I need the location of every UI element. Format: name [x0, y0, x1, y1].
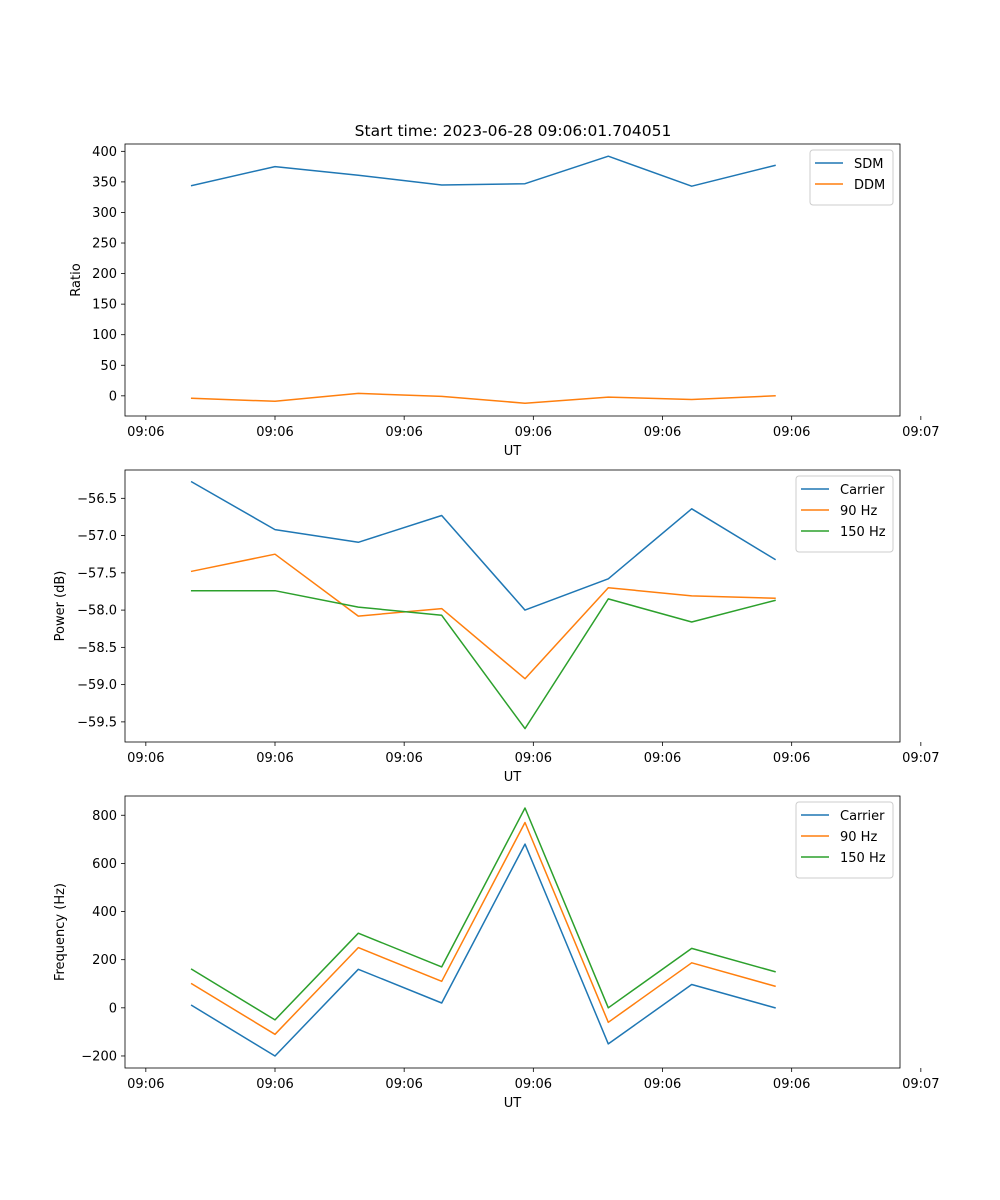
- ratio-y-tick-label: 350: [92, 175, 117, 190]
- frequency-y-tick-label: 200: [92, 953, 117, 968]
- frequency-y-tick-label: 600: [92, 857, 117, 872]
- frequency-series-line-90-hz: [190, 821, 776, 1036]
- frequency-x-tick-label: 09:06: [773, 1077, 810, 1092]
- power-legend-label-carrier: Carrier: [840, 483, 885, 498]
- frequency-x-tick-label: 09:06: [644, 1077, 681, 1092]
- power-x-tick-label: 09:06: [515, 751, 552, 766]
- ratio-panel: 09:06 09:06 09:06 09:06 09:06 09:06 09:07 0 50 10…: [69, 143, 940, 459]
- power-panel: 09:06 09:06 09:06 09:06 09:06 09:06 09:07 −59.5…: [53, 469, 940, 785]
- figure-title: Start time: 2023-06-28 09:06:01.704051: [355, 122, 672, 140]
- frequency-x-tick-label: 09:06: [256, 1077, 293, 1092]
- frequency-x-tick-label: 09:06: [515, 1077, 552, 1092]
- ratio-axes-frame: [124, 143, 901, 417]
- ratio-x-tick-label: 09:06: [127, 425, 164, 440]
- power-axes-frame: [124, 469, 901, 743]
- power-legend-label-150-hz: 150 Hz: [840, 525, 886, 540]
- ratio-y-tick-label: 300: [92, 206, 117, 221]
- ratio-legend-label-ddm: DDM: [854, 178, 885, 193]
- ratio-y-tick-label: 100: [92, 328, 117, 343]
- ratio-y-tick-label: 250: [92, 237, 117, 252]
- power-y-tick-label: −57.0: [77, 529, 117, 544]
- frequency-legend-label-90-hz: 90 Hz: [840, 830, 877, 845]
- ratio-legend-label-sdm: SDM: [854, 157, 883, 172]
- ratio-series-line-ddm: [190, 392, 776, 404]
- frequency-x-tick-label: 09:06: [127, 1077, 164, 1092]
- power-x-tick-label: 09:06: [385, 751, 422, 766]
- power-x-tick-label: 09:06: [644, 751, 681, 766]
- ratio-y-tick-label: 400: [92, 145, 117, 160]
- frequency-x-tick-label: 09:06: [385, 1077, 422, 1092]
- ratio-series-line-sdm: [190, 155, 776, 187]
- ratio-y-tick-label: 200: [92, 267, 117, 282]
- ratio-x-tick-label: 09:06: [773, 425, 810, 440]
- power-y-tick-label: −57.5: [77, 566, 117, 581]
- power-y-tick-label: −58.5: [77, 641, 117, 656]
- ratio-y-axis-label: Ratio: [69, 263, 84, 296]
- ratio-x-tick-label: 09:06: [644, 425, 681, 440]
- power-y-tick-label: −56.5: [77, 492, 117, 507]
- frequency-x-tick-label: 09:07: [902, 1077, 939, 1092]
- frequency-x-axis-label: UT: [504, 1096, 522, 1111]
- ratio-y-tick-label: 50: [100, 359, 117, 374]
- power-x-tick-label: 09:06: [773, 751, 810, 766]
- frequency-series-line-carrier: [190, 843, 776, 1057]
- ratio-legend: SDM DDM: [809, 149, 894, 206]
- ratio-y-tick-label: 150: [92, 298, 117, 313]
- power-series-line-150-hz: [190, 589, 776, 730]
- frequency-y-axis-label: Frequency (Hz): [53, 883, 68, 981]
- frequency-panel: 09:06 09:06 09:06 09:06 09:06 09:06 09:07 −200 0…: [53, 795, 940, 1111]
- power-x-tick-label: 09:07: [902, 751, 939, 766]
- power-legend: Carrier 90 Hz 150 Hz: [795, 475, 894, 553]
- power-y-axis-label: Power (dB): [53, 571, 68, 642]
- ratio-x-tick-label: 09:06: [515, 425, 552, 440]
- power-legend-box: [795, 475, 894, 553]
- power-x-tick-label: 09:06: [256, 751, 293, 766]
- frequency-y-tick-label: 800: [92, 809, 117, 824]
- frequency-y-tick-label: 0: [109, 1001, 117, 1016]
- power-series-line-carrier: [190, 480, 777, 611]
- frequency-series-line-150-hz: [190, 807, 776, 1021]
- frequency-axes-frame: [124, 795, 901, 1069]
- power-y-tick-label: −59.0: [77, 678, 117, 693]
- power-x-axis-label: UT: [504, 770, 522, 785]
- frequency-y-tick-label: 400: [92, 905, 117, 920]
- frequency-legend-label-150-hz: 150 Hz: [840, 851, 886, 866]
- ratio-x-tick-label: 09:06: [385, 425, 422, 440]
- ratio-y-tick-label: 0: [109, 389, 117, 404]
- power-x-tick-label: 09:06: [127, 751, 164, 766]
- power-y-tick-label: −58.0: [77, 604, 117, 619]
- power-series-line-90-hz: [190, 553, 776, 680]
- power-y-tick-label: −59.5: [77, 715, 117, 730]
- power-legend-label-90-hz: 90 Hz: [840, 504, 877, 519]
- frequency-legend: Carrier 90 Hz 150 Hz: [795, 801, 894, 879]
- ratio-x-tick-label: 09:07: [902, 425, 939, 440]
- frequency-legend-label-carrier: Carrier: [840, 809, 885, 824]
- frequency-y-tick-label: −200: [81, 1049, 117, 1064]
- ratio-x-axis-label: UT: [504, 444, 522, 459]
- ratio-x-tick-label: 09:06: [256, 425, 293, 440]
- frequency-legend-box: [795, 801, 894, 879]
